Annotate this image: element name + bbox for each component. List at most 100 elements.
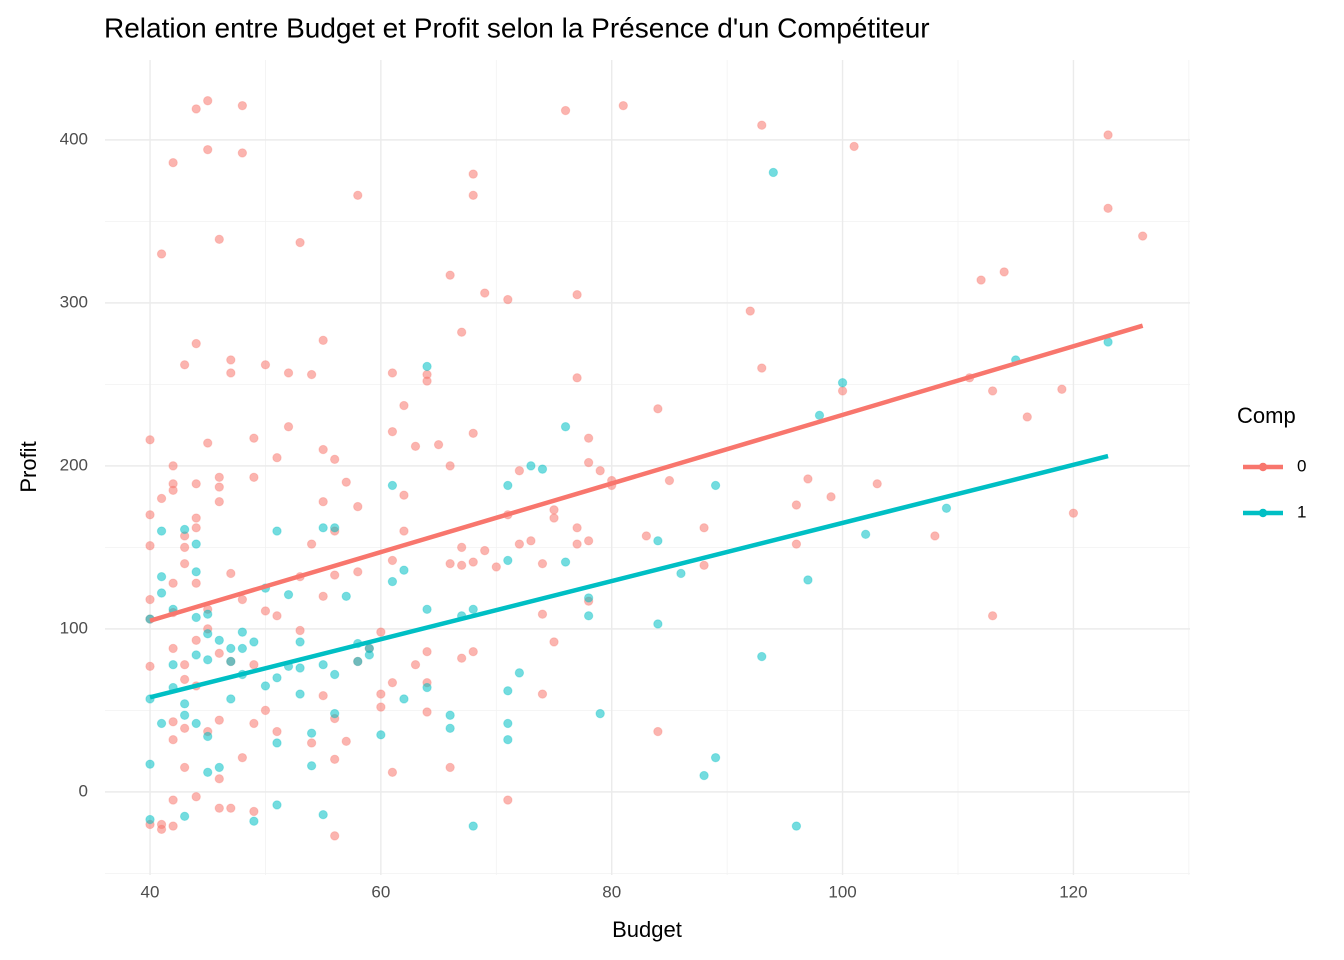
point: [329, 831, 340, 841]
point: [987, 386, 998, 396]
point: [803, 474, 813, 484]
point: [399, 490, 409, 500]
point: [318, 691, 328, 701]
point: [387, 555, 398, 566]
point: [387, 480, 398, 491]
point: [203, 144, 213, 155]
point: [272, 526, 282, 536]
point: [422, 361, 432, 372]
point: [364, 643, 375, 654]
legend-title: Comp: [1237, 403, 1296, 428]
point: [260, 681, 271, 691]
point: [341, 591, 351, 601]
point: [376, 702, 386, 712]
point: [595, 466, 605, 476]
point: [260, 360, 271, 370]
point: [168, 578, 178, 588]
point: [410, 441, 421, 452]
point: [987, 611, 998, 621]
point: [249, 816, 259, 826]
point: [399, 565, 409, 575]
point: [664, 475, 675, 486]
point: [468, 428, 478, 438]
point: [179, 660, 190, 670]
point: [191, 338, 201, 349]
point: [179, 558, 190, 569]
point: [145, 759, 155, 769]
point: [468, 604, 478, 615]
point: [191, 479, 201, 489]
point: [456, 653, 467, 663]
point: [433, 439, 444, 450]
point: [191, 650, 201, 660]
point: [583, 433, 594, 443]
y-tick-label: 100: [60, 618, 88, 637]
point: [179, 674, 190, 685]
point: [468, 646, 478, 657]
point: [618, 100, 628, 111]
point: [422, 707, 432, 717]
point: [930, 531, 940, 541]
chart-title: Relation entre Budget et Profit selon la…: [104, 12, 930, 43]
point: [179, 542, 190, 553]
point: [503, 795, 513, 805]
point: [549, 637, 559, 647]
point: [456, 542, 467, 553]
point: [503, 555, 513, 566]
point: [156, 824, 167, 835]
point: [318, 523, 328, 533]
point: [214, 635, 224, 645]
point: [387, 767, 398, 778]
marks: [145, 96, 1148, 841]
point: [514, 539, 525, 549]
point: [191, 635, 201, 645]
point: [976, 275, 986, 285]
point: [445, 723, 455, 733]
point: [699, 560, 709, 570]
point: [249, 472, 259, 482]
point: [480, 545, 490, 556]
legend-key: [1258, 462, 1268, 472]
point: [537, 689, 548, 699]
grid: [105, 60, 1190, 875]
point: [676, 568, 686, 579]
point: [168, 821, 178, 831]
point: [1068, 508, 1079, 518]
point: [145, 594, 155, 605]
point: [791, 539, 802, 549]
point: [445, 461, 455, 471]
point: [260, 705, 271, 716]
legend-key: [1258, 508, 1268, 518]
point: [295, 237, 305, 248]
point: [422, 682, 432, 693]
point: [503, 735, 513, 745]
point: [445, 762, 455, 773]
point: [491, 562, 501, 572]
point: [249, 718, 259, 729]
y-tick-label: 0: [79, 781, 88, 800]
point: [295, 689, 305, 699]
point: [503, 294, 513, 305]
point: [295, 637, 305, 647]
point: [837, 386, 848, 396]
point: [503, 480, 513, 491]
point: [318, 444, 328, 455]
point: [179, 360, 190, 370]
point: [757, 651, 767, 662]
point: [156, 526, 167, 536]
x-tick-label: 120: [1059, 882, 1087, 901]
point: [941, 503, 952, 513]
point: [237, 627, 248, 637]
point: [745, 306, 755, 316]
point: [214, 234, 224, 245]
point: [260, 606, 271, 616]
point: [226, 368, 236, 378]
point: [353, 656, 363, 667]
point: [329, 669, 340, 680]
point: [826, 492, 836, 502]
point: [179, 811, 190, 822]
point: [468, 169, 478, 179]
point: [560, 557, 571, 567]
point: [583, 611, 594, 621]
point: [145, 661, 155, 672]
